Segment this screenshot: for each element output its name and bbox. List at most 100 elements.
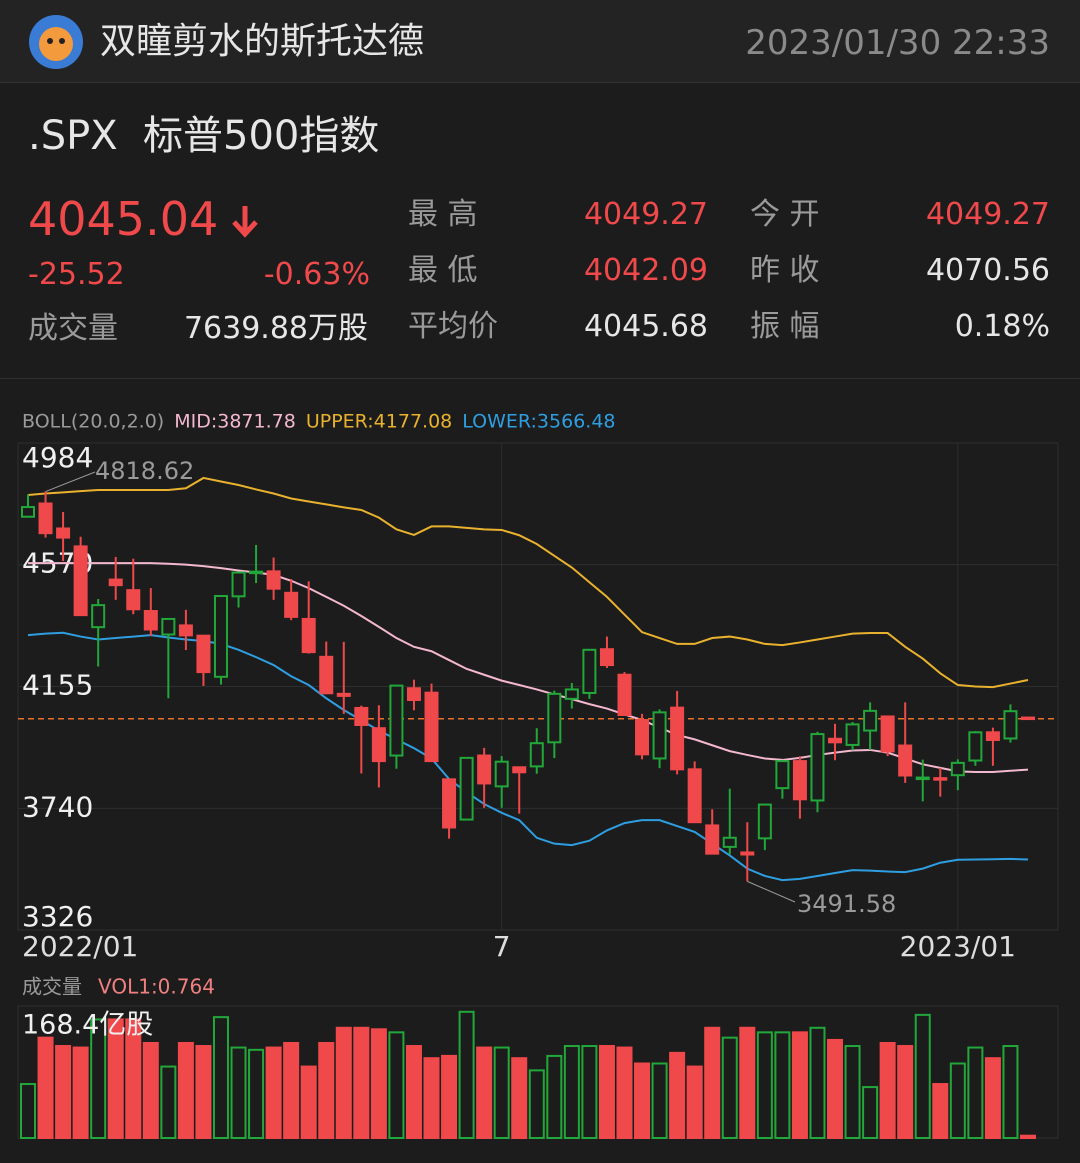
candle-body [354, 706, 369, 726]
x-tick-label: 2022/01 [22, 930, 138, 963]
candle-body [547, 692, 562, 744]
volume-bar [546, 1054, 563, 1139]
volume-bar [528, 1069, 545, 1140]
chart: BOLL(20.0,2.0) MID:3871.78 UPPER:4177.08 LO… [17, 411, 1059, 1140]
volume-bar [20, 1083, 36, 1140]
stat-label: 最 高 [408, 197, 478, 232]
stat-value: 4049.27 [583, 197, 708, 232]
volume-bar [493, 1046, 510, 1140]
candle-body [968, 731, 983, 762]
volume-bar [774, 1031, 791, 1140]
volume-bar [1020, 1134, 1036, 1140]
volume: 7639.88万股 [183, 311, 368, 346]
candle-body [810, 733, 825, 802]
separator [0, 378, 1080, 379]
max-pointer [45, 471, 96, 493]
min-label: 3491.58 [797, 890, 896, 918]
volume-bar [511, 1057, 528, 1139]
candle-body [880, 715, 895, 753]
indicator-value: UPPER:4177.08 [306, 411, 452, 433]
volume-bar [1002, 1045, 1019, 1139]
volume-bar [458, 1010, 475, 1139]
stat-label: 平均价 [408, 309, 498, 344]
volume-bar [160, 1065, 177, 1140]
volume-bar [862, 1086, 879, 1139]
candle-body [985, 731, 1000, 741]
candle-body [898, 744, 913, 777]
candle-body [178, 624, 193, 637]
candle-body [564, 688, 579, 700]
candle-body [705, 824, 720, 855]
candle-body [389, 684, 404, 757]
volume-bar [616, 1046, 633, 1140]
price: 4045.04 [28, 192, 219, 246]
volume-bar [932, 1083, 949, 1140]
down-arrow [232, 206, 258, 238]
min-pointer [747, 880, 796, 903]
candle-body [529, 742, 544, 768]
volume-bar [897, 1045, 914, 1139]
volume-bar [704, 1026, 721, 1139]
volume-bar [598, 1045, 615, 1139]
avatar[interactable] [28, 14, 84, 70]
volume-bar [177, 1041, 194, 1139]
volume-bar [107, 1018, 124, 1139]
indicator-value: LOWER:3566.48 [462, 411, 615, 433]
user-name[interactable]: 双瞳剪水的斯托达德 [100, 21, 425, 62]
candle-body [1021, 716, 1035, 721]
candle-body [687, 768, 702, 824]
candle-body [266, 570, 281, 590]
candle-body [459, 756, 474, 821]
volume-bar [423, 1057, 440, 1139]
symbol: .SPX [28, 113, 118, 159]
stat-value: 0.18% [954, 309, 1050, 344]
volume-bar [844, 1045, 861, 1139]
candle-body [371, 727, 386, 763]
candle-body [652, 711, 667, 760]
candle-body [512, 766, 527, 774]
volume-bar [55, 1045, 72, 1139]
change: -25.52 [28, 257, 125, 292]
candle-body [792, 760, 807, 801]
volume-bar [563, 1045, 580, 1139]
x-tick-label: 2023/01 [900, 930, 1016, 963]
volume-bar [318, 1041, 335, 1139]
volume-bar [388, 1031, 405, 1140]
candle-body [828, 737, 843, 744]
volume-bar [335, 1026, 352, 1139]
volume-tick-label: 168.4亿股 [22, 1010, 153, 1041]
top-bar [0, 0, 1080, 83]
volume-bar [142, 1041, 159, 1139]
candle-body [143, 610, 158, 631]
volume-bar [949, 1062, 966, 1139]
volume-bar [300, 1065, 317, 1140]
candle-body [775, 760, 790, 790]
volume-bar [739, 1026, 756, 1139]
volume-bar [967, 1046, 984, 1140]
volume-bar [353, 1026, 370, 1139]
candle-body [950, 761, 965, 777]
candle-body [21, 506, 35, 518]
candle-body [933, 777, 948, 781]
band-line [27, 631, 1029, 882]
band-line [27, 476, 1029, 689]
volume-bar [827, 1038, 844, 1140]
volume-bar [72, 1046, 89, 1140]
candle-body [319, 655, 334, 695]
y-tick-label: 3326 [22, 900, 93, 933]
volume-bar [879, 1041, 896, 1139]
volume-title: 成交量 [22, 975, 82, 999]
volume-indicator: VOL1:0.764 [98, 975, 215, 999]
volume-bar [265, 1046, 282, 1140]
volume-bar [370, 1028, 387, 1139]
stat-value: 4042.09 [583, 253, 708, 288]
volume-bar [248, 1048, 265, 1139]
stat-value: 4070.56 [925, 253, 1050, 288]
volume-bar [212, 1016, 229, 1140]
candle-body [442, 778, 457, 829]
candle-body [477, 754, 492, 785]
candle-body [863, 709, 878, 732]
candle-body [845, 723, 860, 746]
candle-body [91, 604, 106, 629]
max-label: 4818.62 [95, 457, 194, 485]
